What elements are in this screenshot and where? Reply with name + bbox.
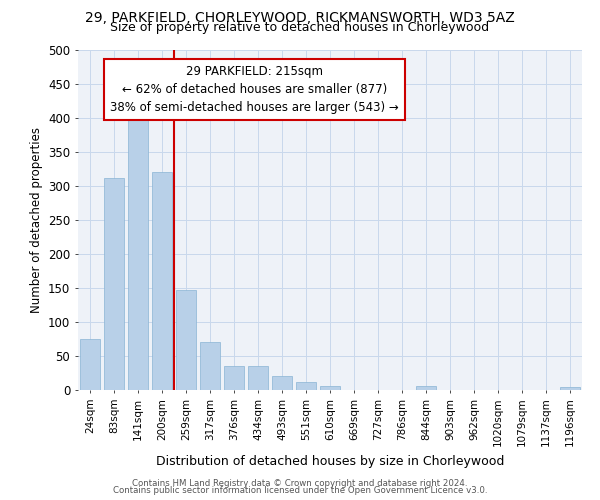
Text: 29, PARKFIELD, CHORLEYWOOD, RICKMANSWORTH, WD3 5AZ: 29, PARKFIELD, CHORLEYWOOD, RICKMANSWORT…	[85, 11, 515, 25]
Text: Size of property relative to detached houses in Chorleywood: Size of property relative to detached ho…	[110, 21, 490, 34]
Bar	[272, 376, 292, 390]
Bar	[200, 342, 220, 390]
Bar	[128, 113, 148, 390]
Bar	[320, 386, 340, 390]
Bar	[224, 366, 244, 390]
Bar	[416, 386, 436, 390]
X-axis label: Distribution of detached houses by size in Chorleywood: Distribution of detached houses by size …	[156, 454, 504, 468]
Bar	[248, 366, 268, 390]
Text: 29 PARKFIELD: 215sqm
← 62% of detached houses are smaller (877)
38% of semi-deta: 29 PARKFIELD: 215sqm ← 62% of detached h…	[110, 66, 399, 114]
Bar	[560, 386, 580, 390]
Bar	[176, 290, 196, 390]
Bar	[104, 178, 124, 390]
Y-axis label: Number of detached properties: Number of detached properties	[29, 127, 43, 313]
Text: Contains HM Land Registry data © Crown copyright and database right 2024.: Contains HM Land Registry data © Crown c…	[132, 479, 468, 488]
Bar	[80, 339, 100, 390]
Bar	[296, 382, 316, 390]
Bar	[152, 172, 172, 390]
Text: Contains public sector information licensed under the Open Government Licence v3: Contains public sector information licen…	[113, 486, 487, 495]
